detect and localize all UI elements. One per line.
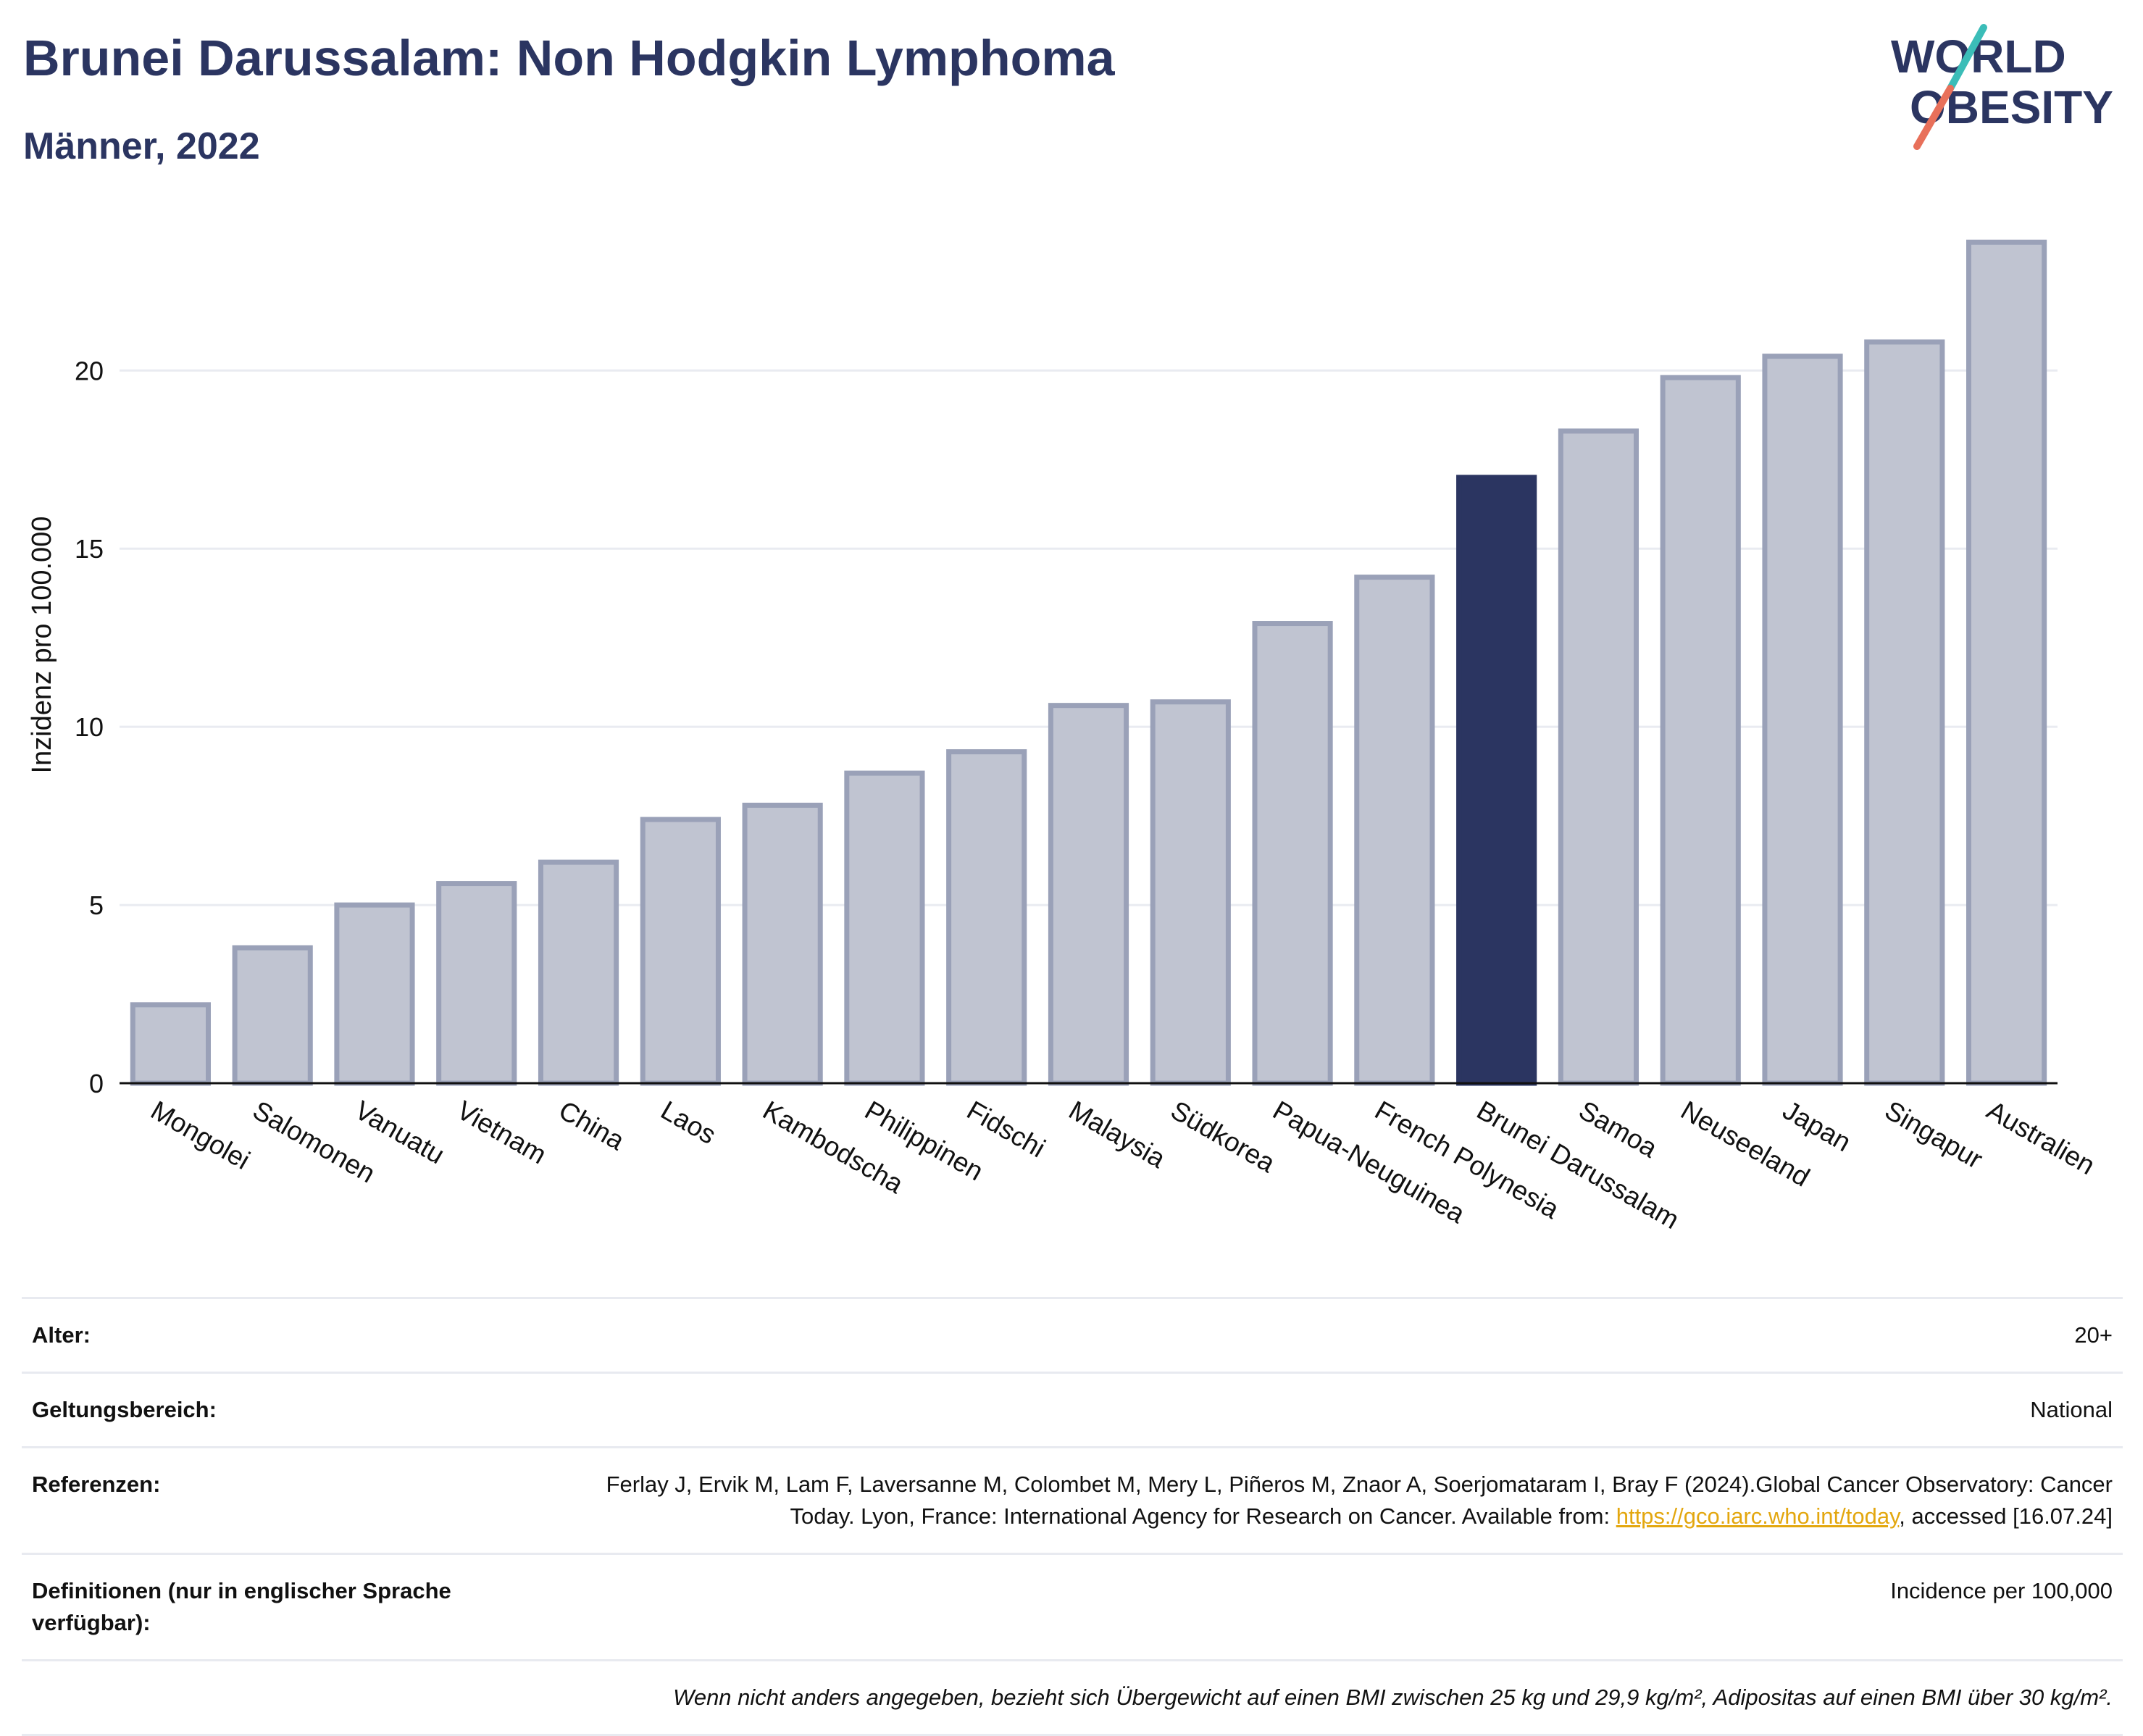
bar-china (538, 859, 619, 1086)
x-tick-label: Malaysia (1064, 1095, 1171, 1174)
bar-kambodscha (742, 802, 823, 1086)
bar-fidschi (946, 749, 1027, 1086)
bar-papua-neuguinea (1252, 621, 1333, 1086)
info-value: 20+ (2074, 1322, 2113, 1348)
bar-french-polynesia (1354, 575, 1435, 1086)
x-tick-label: Laos (656, 1095, 721, 1150)
info-note: Wenn nicht anders angegeben, bezieht sic… (22, 1659, 2123, 1736)
bar-vietnam (436, 881, 517, 1086)
reference-text: Ferlay J, Ervik M, Lam F, Laversanne M, … (606, 1472, 2113, 1529)
info-row-age: Alter: 20+ (22, 1297, 2123, 1372)
bar-vanuatu (334, 902, 415, 1086)
y-tick-label: 0 (89, 1069, 104, 1098)
world-obesity-logo: WORLD OBESITY (1891, 24, 2113, 150)
y-tick-label: 15 (75, 534, 104, 564)
note-text: Wenn nicht anders angegeben, bezieht sic… (673, 1685, 2113, 1710)
info-row-definitions: Definitionen (nur in englischer Sprache … (22, 1553, 2123, 1659)
bar-singapur (1864, 339, 1945, 1086)
x-tick-label: Singapur (1880, 1095, 1988, 1174)
x-tick-label: Japan (1778, 1095, 1856, 1157)
logo-slash-coral (1913, 85, 1954, 150)
bar-südkorea (1150, 699, 1231, 1086)
info-row-scope: Geltungsbereich: National (22, 1372, 2123, 1446)
x-tick-label: Papua-Neuguinea (1268, 1095, 1470, 1229)
y-tick-label: 20 (75, 356, 104, 385)
page-subtitle: Männer, 2022 (23, 125, 260, 167)
y-tick-label: 10 (75, 712, 104, 742)
bar-malaysia (1048, 703, 1129, 1086)
y-axis-label: Inzidenz pro 100.000 (27, 517, 57, 774)
bar-mongolei (130, 1002, 211, 1086)
x-tick-label: China (554, 1095, 630, 1156)
info-key: Alter: (32, 1322, 91, 1348)
x-tick-label: Südkorea (1166, 1095, 1280, 1178)
bar-samoa (1558, 428, 1639, 1086)
bar-brunei-darussalam (1456, 475, 1537, 1086)
logo-slash-teal (1947, 24, 1987, 92)
y-axis: 0 5 10 15 20 (75, 356, 104, 1098)
info-key: Definitionen (nur in englischer Sprache … (32, 1578, 451, 1635)
bar-philippinen (844, 770, 925, 1086)
bar-laos (640, 817, 721, 1086)
info-value: National (2030, 1397, 2113, 1422)
info-key: Geltungsbereich: (32, 1397, 217, 1422)
reference-text-end: , accessed [16.07.24] (1899, 1503, 2113, 1529)
info-table: Alter: 20+ Geltungsbereich: National Ref… (22, 1297, 2123, 1736)
bar-neuseeland (1660, 375, 1741, 1086)
bar-japan (1762, 354, 1843, 1086)
bars (130, 239, 2047, 1086)
x-tick-label: Vietnam (452, 1095, 551, 1169)
y-tick-label: 5 (89, 890, 104, 920)
info-value: Incidence per 100,000 (1890, 1578, 2113, 1603)
info-key: Referenzen: (32, 1472, 161, 1497)
info-value: Ferlay J, Ervik M, Lam F, Laversanne M, … (553, 1469, 2113, 1532)
x-tick-label: Mongolei (146, 1095, 255, 1175)
page-title: Brunei Darussalam: Non Hodgkin Lymphoma (23, 30, 1115, 86)
reference-link[interactable]: https://gco.iarc.who.int/today (1616, 1503, 1900, 1529)
x-tick-label: Australien (1982, 1095, 2100, 1180)
logo-line2: OBESITY (1910, 81, 2113, 133)
info-row-references: Referenzen: Ferlay J, Ervik M, Lam F, La… (22, 1446, 2123, 1553)
bar-australien (1966, 239, 2047, 1086)
bar-salomonen (232, 945, 313, 1086)
